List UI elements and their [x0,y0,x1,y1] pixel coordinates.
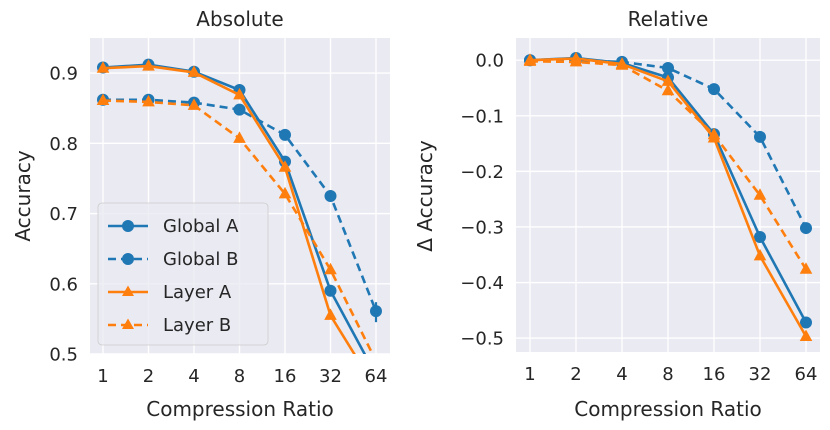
relative-point-layer-b [615,58,629,70]
absolute-y-tick-label: 0.9 [49,64,78,85]
legend: Global A Global B Layer A Layer B [97,202,269,346]
absolute-point-global-b [279,128,291,141]
absolute-x-tick-label: 64 [365,366,388,387]
relative-point-layer-a [799,329,813,341]
relative-series-group [523,51,813,341]
absolute-point-global-b [324,190,337,202]
legend-label-global-b: Global B [163,249,239,270]
legend-marker-global-b [122,253,134,265]
relative-x-tick-label: 32 [749,364,772,385]
relative-y-axis-label: Δ Accuracy [413,140,437,252]
legend-label-global-a: Global A [163,216,239,237]
relative-x-tick-label: 4 [616,364,627,385]
legend-entry-global-b: Global B [108,249,239,270]
relative-point-layer-b [523,54,537,66]
absolute-x-tick-label: 8 [234,366,245,387]
absolute-series [96,58,383,366]
relative-point-layer-b [707,127,721,140]
relative-x-tick-label: 16 [703,364,726,385]
absolute-point-layer-b [370,354,383,366]
absolute-point-layer-b [278,186,292,199]
absolute-point-global-b [233,103,246,116]
absolute-point-layer-a [96,61,110,73]
absolute-title: Absolute [196,7,283,31]
absolute-point-layer-b [324,262,337,275]
absolute-point-global-a [324,284,337,297]
legend-entry-layer-b: Layer B [108,315,231,336]
relative-point-global-b [754,130,766,143]
legend-entry-global-a: Global A [108,216,239,237]
relative-tick-labels: 1 2 4 8 16 32 64 0.0 −0.1 −0.2 −0.3 −0.4 −0.5 [460,51,817,385]
relative-y-tick-label: 0.0 [475,51,504,72]
relative-y-tick-label: −0.3 [460,217,504,238]
absolute-series-group [96,58,383,366]
legend-marker-layer-a [122,285,134,296]
relative-point-global-b [662,62,674,75]
absolute-y-tick-label: 0.8 [49,134,78,155]
relative-title: Relative [628,7,709,31]
relative-point-global-a [800,316,812,329]
relative-point-global-a [754,230,766,243]
absolute-point-layer-b [233,131,246,143]
legend-box [97,202,269,346]
absolute-y-tick-label: 0.7 [49,204,78,225]
relative-y-tick-label: −0.4 [460,273,504,294]
absolute-point-layer-a [278,160,292,172]
absolute-tick-labels: 1 2 4 8 16 32 64 0.5 0.6 0.7 0.8 0.9 [49,64,387,387]
legend-label-layer-a: Layer A [163,282,232,303]
absolute-x-tick-label: 2 [143,366,154,387]
absolute-panel: 1 2 4 8 16 32 64 0.5 0.6 0.7 0.8 0.9 Absolute Compr… [11,7,390,421]
relative-point-global-b [708,83,720,96]
relative-x-tick-label: 1 [524,364,535,385]
absolute-point-layer-b [187,98,201,110]
absolute-x-tick-label: 4 [188,366,199,387]
absolute-x-axis-label: Compression Ratio [146,397,333,421]
legend-marker-layer-b [122,318,134,329]
absolute-point-layer-b [142,94,155,107]
absolute-point-layer-a [233,87,246,100]
absolute-y-tick-label: 0.5 [49,345,78,366]
absolute-x-tick-label: 1 [97,366,108,387]
absolute-point-layer-b [96,93,110,105]
relative-x-tick-label: 8 [662,364,673,385]
relative-y-tick-label: −0.5 [460,329,504,350]
relative-x-tick-label: 2 [570,364,581,385]
absolute-y-tick-label: 0.6 [49,274,78,295]
legend-label-layer-b: Layer B [163,315,231,336]
absolute-point-layer-a [324,308,337,320]
relative-point-global-b [800,222,812,235]
relative-point-layer-a [753,248,767,261]
relative-y-tick-label: −0.1 [460,106,504,127]
relative-panel: 1 2 4 8 16 32 64 0.0 −0.1 −0.2 −0.3 −0.4 −0.5 Relati… [413,7,820,421]
relative-x-axis-label: Compression Ratio [574,397,761,421]
relative-y-tick-label: −0.2 [460,162,504,183]
relative-point-layer-a [661,74,675,86]
legend-entry-layer-a: Layer A [108,282,232,303]
relative-point-layer-b [661,83,675,96]
absolute-x-tick-label: 16 [274,366,297,387]
absolute-point-layer-a [187,65,201,77]
relative-x-tick-label: 64 [795,364,818,385]
relative-point-layer-b [569,54,583,67]
absolute-point-layer-a [142,59,155,71]
absolute-x-tick-label: 32 [319,366,342,387]
relative-series [523,51,813,341]
relative-point-layer-b [753,188,767,200]
relative-point-layer-b [799,262,813,274]
absolute-y-axis-label: Accuracy [11,150,35,241]
legend-marker-global-a [122,220,134,232]
